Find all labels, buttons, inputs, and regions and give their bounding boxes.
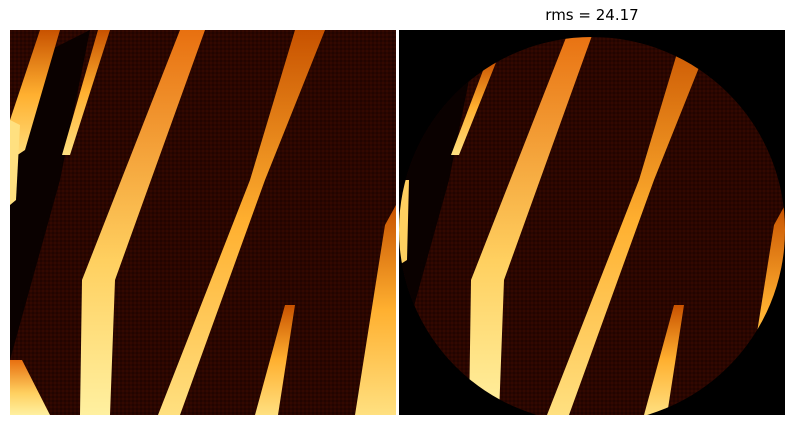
stripe bbox=[10, 360, 50, 415]
stripe bbox=[62, 30, 110, 155]
right-panel-title: rms = 24.17 bbox=[545, 6, 639, 24]
stripe bbox=[399, 180, 409, 265]
left-image-panel bbox=[10, 30, 396, 415]
stripe bbox=[547, 37, 714, 415]
stripe bbox=[80, 30, 205, 415]
stripe bbox=[644, 305, 684, 415]
stripe bbox=[255, 305, 295, 415]
stripe bbox=[10, 30, 60, 160]
reconstructed-circular-image bbox=[399, 30, 785, 415]
right-image-panel bbox=[399, 30, 785, 415]
stripe bbox=[355, 205, 396, 415]
stripe bbox=[469, 37, 594, 415]
original-striped-image bbox=[10, 30, 396, 415]
stripe bbox=[158, 30, 325, 415]
stripe bbox=[10, 120, 20, 205]
stripe bbox=[451, 60, 497, 155]
